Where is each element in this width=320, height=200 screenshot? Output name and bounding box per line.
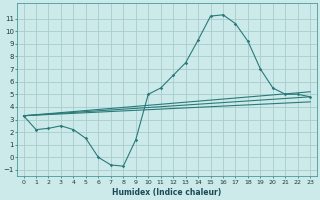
X-axis label: Humidex (Indice chaleur): Humidex (Indice chaleur) [112,188,221,197]
